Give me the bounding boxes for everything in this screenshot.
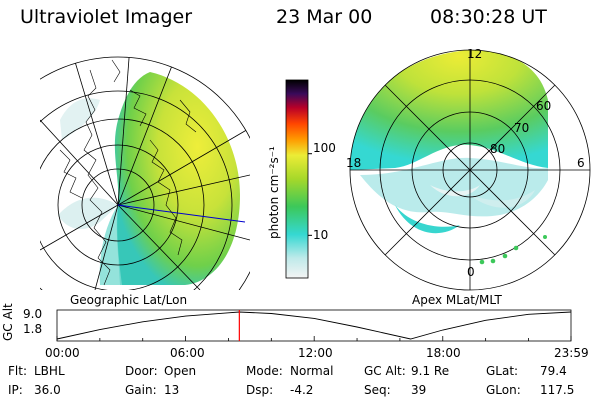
mlt-label-0: 0: [467, 265, 475, 279]
mlt-label-12: 12: [467, 47, 483, 61]
glat-label: GLat:: [486, 364, 519, 378]
ip-label: IP:: [8, 383, 23, 397]
glon-value: 117.5: [540, 383, 575, 397]
timeline-xtick-1800: 18:00: [426, 346, 461, 360]
colorbar-scale: [285, 79, 309, 279]
flt-label: Flt:: [8, 364, 27, 378]
lat-label-80: 80: [490, 142, 506, 156]
timeline-xtick-0000: 00:00: [45, 346, 80, 360]
timeline-ticks: [56, 336, 572, 341]
door-label: Door:: [125, 364, 158, 378]
seq-label: Seq:: [364, 383, 391, 397]
colorbar-tick-100: 100: [313, 141, 336, 155]
dsp-label: Dsp:: [246, 383, 274, 397]
time-label: 08:30:28 UT: [430, 6, 547, 28]
glon-label: GLon:: [486, 383, 521, 397]
date-label: 23 Mar 00: [276, 6, 373, 28]
right-panel-caption: Apex MLat/MLT: [412, 293, 502, 307]
timeline-xtick-1200: 12:00: [298, 346, 333, 360]
colorbar-tick-10: 10: [313, 228, 329, 242]
gcalt-label: GC Alt:: [364, 364, 406, 378]
gain-label: Gain:: [125, 383, 157, 397]
seq-value: 39: [411, 383, 427, 397]
app-title: Ultraviolet Imager: [20, 6, 193, 28]
gcalt-value: 9.1 Re: [411, 364, 450, 378]
mlt-label-18: 18: [346, 156, 362, 170]
glat-value: 79.4: [540, 364, 567, 378]
mode-value: Normal: [290, 364, 334, 378]
ip-value: 36.0: [34, 383, 61, 397]
mlt-label-6: 6: [577, 156, 585, 170]
colorbar-ticks: [308, 153, 312, 236]
timeline-xtick-0600: 06:00: [170, 346, 205, 360]
apex-dayside-emission: [350, 50, 548, 170]
flt-value: LBHL: [34, 364, 65, 378]
door-value: Open: [164, 364, 197, 378]
timeline-ytick-high: 9.0: [23, 307, 43, 321]
timeline-xtick-2359: 23:59: [554, 346, 589, 360]
altitude-trace: [56, 311, 572, 340]
left-panel-caption: Geographic Lat/Lon: [70, 293, 188, 307]
gain-value: 13: [164, 383, 180, 397]
lat-label-70: 70: [514, 121, 530, 135]
mode-label: Mode:: [246, 364, 283, 378]
timeline-ytick-low: 1.8: [23, 322, 43, 336]
dsp-value: -4.2: [290, 383, 314, 397]
geo-emission-region: [114, 72, 240, 285]
lat-label-60: 60: [536, 99, 552, 113]
apex-auroral-dots: [479, 235, 547, 265]
